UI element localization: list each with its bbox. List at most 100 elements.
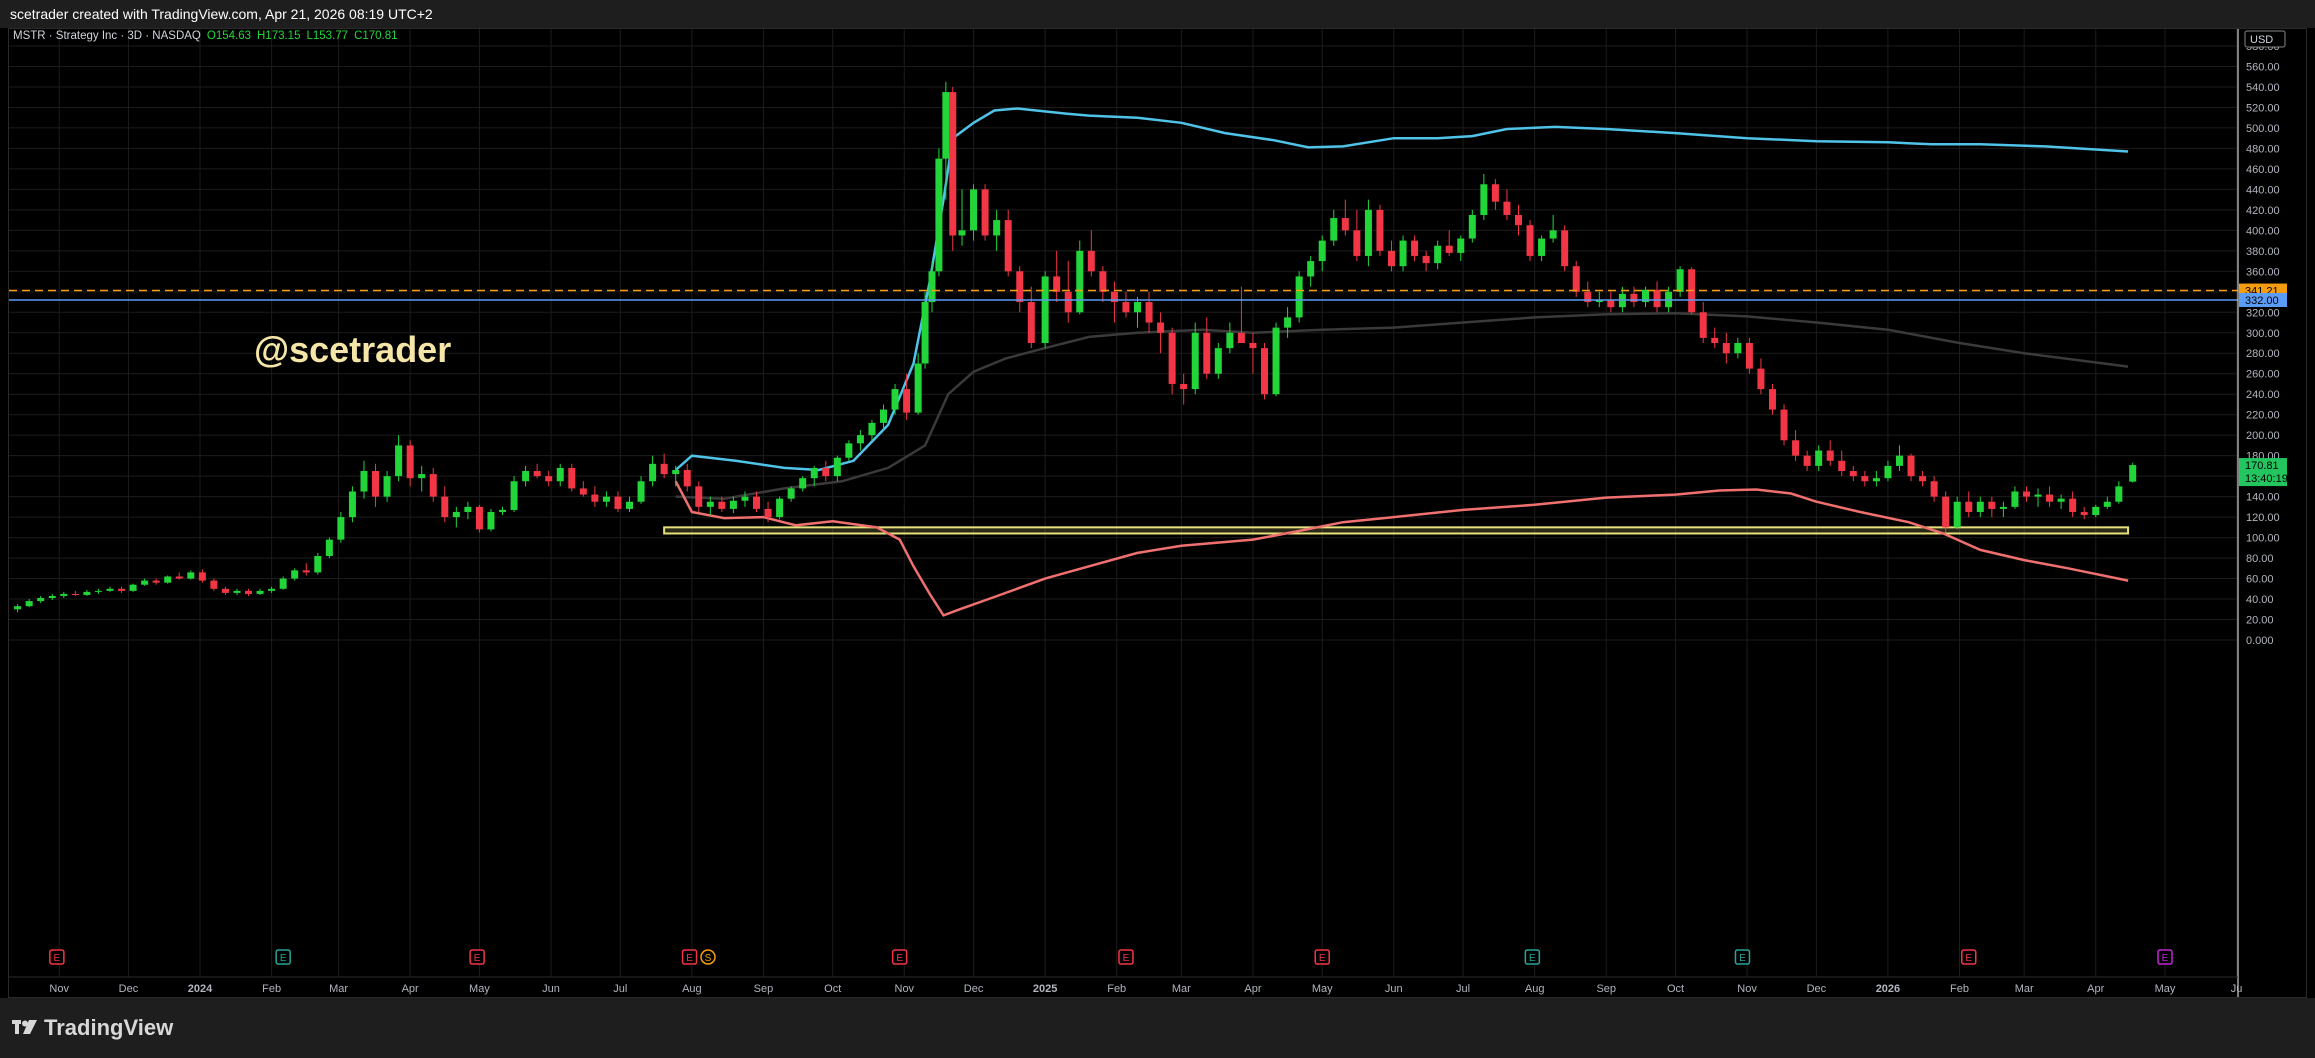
time-tick-label: Nov bbox=[49, 983, 69, 995]
candle bbox=[1491, 179, 1499, 210]
candle-body bbox=[1341, 218, 1349, 231]
candle bbox=[1572, 261, 1580, 297]
candle-body bbox=[1757, 368, 1765, 390]
candle-body bbox=[1260, 348, 1268, 395]
earnings-marker: E bbox=[1314, 949, 1330, 965]
candle-body bbox=[1457, 238, 1465, 253]
candle-body bbox=[164, 576, 172, 583]
candle bbox=[475, 504, 483, 533]
currency-button[interactable]: USD bbox=[2244, 30, 2286, 48]
candle bbox=[1422, 250, 1430, 272]
candle-body bbox=[1330, 218, 1338, 241]
candle bbox=[741, 491, 749, 507]
candle bbox=[776, 496, 784, 520]
chart-frame: @scetrader MSTR · Strategy Inc · 3D · NA… bbox=[8, 28, 2307, 998]
candle-body bbox=[1353, 230, 1361, 256]
candle bbox=[718, 496, 726, 512]
marker-label: E bbox=[1529, 953, 1536, 964]
time-tick-label: Apr bbox=[2087, 983, 2104, 995]
candle-body bbox=[1004, 220, 1012, 272]
candle bbox=[1919, 471, 1927, 487]
candle bbox=[928, 261, 936, 313]
candle bbox=[2034, 488, 2042, 507]
candle-body bbox=[810, 467, 818, 479]
candle-body bbox=[522, 471, 530, 482]
time-tick-label: Feb bbox=[262, 983, 281, 995]
candle bbox=[1445, 230, 1453, 256]
candle bbox=[1399, 235, 1407, 272]
candle bbox=[1838, 450, 1846, 477]
candle-body bbox=[1110, 291, 1118, 303]
candle-body bbox=[1988, 501, 1996, 509]
candle bbox=[1607, 291, 1615, 313]
candle bbox=[672, 465, 680, 487]
candle-body bbox=[1607, 299, 1615, 308]
candle bbox=[2022, 486, 2030, 502]
candle bbox=[291, 568, 299, 581]
candle-body bbox=[475, 506, 483, 530]
candle-body bbox=[1318, 240, 1326, 262]
candle-body bbox=[856, 435, 864, 444]
candle-body bbox=[1134, 302, 1141, 313]
candle-body bbox=[868, 422, 876, 436]
candle-body bbox=[1157, 322, 1165, 333]
candle-body bbox=[614, 496, 622, 509]
indicator-lines bbox=[674, 107, 2129, 617]
candle-body bbox=[1226, 332, 1234, 349]
candle-body bbox=[2069, 498, 2077, 512]
price-tick-label: 420.00 bbox=[2246, 205, 2280, 217]
candle-body bbox=[1641, 289, 1649, 303]
candle-body bbox=[845, 443, 853, 458]
price-axis[interactable]: 580.00560.00540.00520.00500.00480.00460.… bbox=[2246, 41, 2280, 647]
candlestick-chart[interactable]: @scetrader MSTR · Strategy Inc · 3D · NA… bbox=[9, 29, 2306, 997]
candle bbox=[1295, 271, 1303, 323]
candle-body bbox=[1976, 501, 1984, 512]
candle-body bbox=[348, 491, 356, 518]
candle bbox=[868, 419, 876, 441]
candle-body bbox=[1711, 337, 1719, 343]
candle-body bbox=[360, 471, 368, 492]
candle bbox=[106, 586, 114, 592]
candle-body bbox=[1561, 230, 1569, 267]
candle bbox=[810, 465, 818, 487]
candle-body bbox=[441, 496, 449, 518]
candle-body bbox=[314, 556, 322, 573]
marker-label: E bbox=[686, 953, 693, 964]
candle bbox=[1641, 286, 1649, 308]
candle-body bbox=[1387, 250, 1395, 267]
price-tick-label: 280.00 bbox=[2246, 348, 2280, 360]
candle-body bbox=[1780, 409, 1788, 441]
candle bbox=[706, 496, 714, 516]
candle-body bbox=[1076, 250, 1084, 313]
candle-body bbox=[1826, 450, 1834, 461]
candle bbox=[464, 501, 472, 520]
earnings-marker: E bbox=[1734, 949, 1751, 965]
candle-body bbox=[83, 591, 91, 595]
candle-body bbox=[822, 467, 830, 477]
candle bbox=[452, 506, 460, 528]
footer-bar bbox=[0, 998, 2315, 1058]
time-axis[interactable]: Nov Dec 2024 Feb Mar Apr May Jun Jul Aug Sep Oct Nov… bbox=[49, 983, 2242, 995]
plot-background bbox=[9, 29, 2306, 997]
price-tick-label: 240.00 bbox=[2246, 389, 2280, 401]
candle bbox=[1988, 496, 1996, 518]
candle bbox=[1411, 235, 1419, 262]
candle bbox=[1041, 271, 1049, 349]
candle-body bbox=[1053, 276, 1061, 292]
symbol-legend: MSTR · Strategy Inc · 3D · NASDAQ O154.63… bbox=[13, 30, 398, 42]
candle-body bbox=[660, 463, 668, 475]
candle-body bbox=[1514, 214, 1522, 226]
candle bbox=[441, 486, 449, 523]
candle bbox=[993, 209, 1001, 251]
candle-body bbox=[1595, 299, 1603, 303]
candle-body bbox=[1237, 332, 1245, 343]
tradingview-logo[interactable]: TradingView bbox=[12, 1015, 173, 1041]
candle-body bbox=[1016, 271, 1024, 303]
candle-body bbox=[395, 445, 403, 477]
marker-shape bbox=[1961, 949, 1977, 965]
candle-body bbox=[1122, 302, 1130, 313]
tradingview-logo-icon bbox=[12, 1020, 37, 1034]
candle bbox=[649, 455, 657, 487]
candle-body bbox=[71, 593, 79, 595]
candle bbox=[914, 353, 922, 415]
